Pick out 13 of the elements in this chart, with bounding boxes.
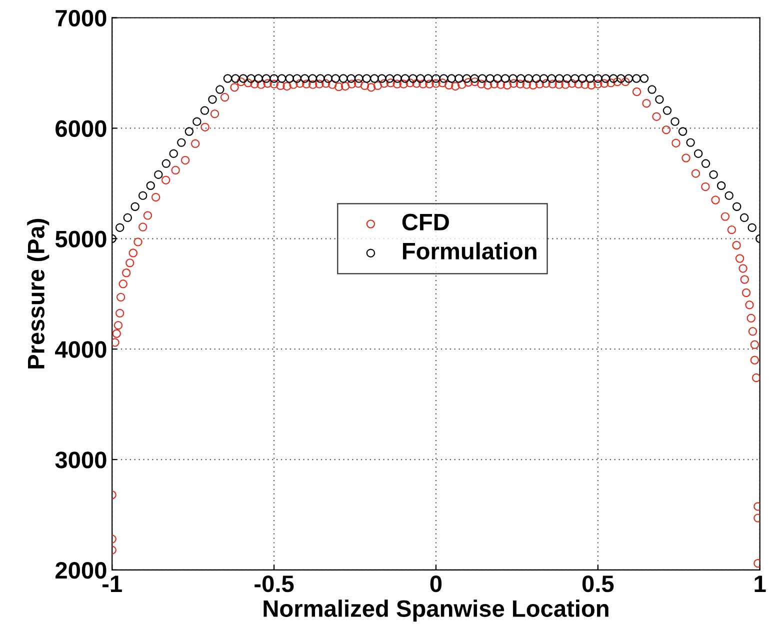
y-tick-label: 6000 xyxy=(56,120,106,137)
y-tick-label: 3000 xyxy=(55,452,106,468)
legend-label: Formulation xyxy=(402,242,536,260)
legend-label: CFD xyxy=(402,214,449,230)
x-axis-title: Normalized Spanwise Location xyxy=(264,600,608,622)
y-axis-title: Pressure (Pa) xyxy=(27,218,50,368)
x-tick-label: -0.5 xyxy=(254,575,294,592)
x-tick-label: 0 xyxy=(430,575,442,592)
y-tick-label: 7000 xyxy=(56,10,106,27)
x-tick-label: 0.5 xyxy=(582,575,614,592)
x-tick-label: 1 xyxy=(754,576,766,592)
y-tick-label: 4000 xyxy=(55,341,106,358)
y-tick-label: 5000 xyxy=(55,230,106,248)
